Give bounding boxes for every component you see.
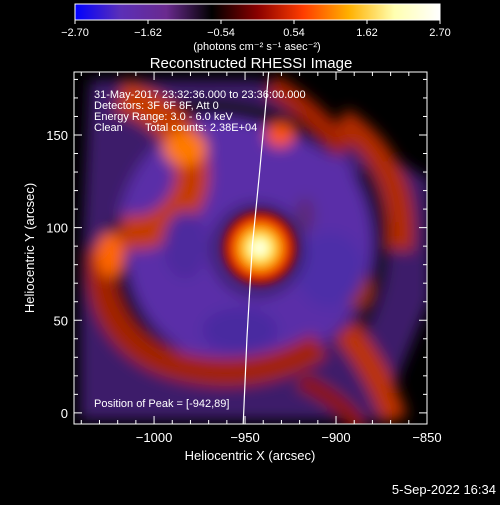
- annotation-total-counts: Total counts: 2.38E+04: [145, 122, 257, 134]
- annotation-detectors: Detectors: 3F 6F 8F, Att 0: [94, 100, 219, 112]
- colorbar-tick-label: −1.62: [134, 27, 162, 39]
- colorbar-tick-label: 1.62: [356, 27, 377, 39]
- footer-date: 5-Sep-2022 16:34: [392, 482, 496, 497]
- colorbar-gradient: [74, 3, 441, 21]
- x-tick-label: −850: [412, 430, 441, 445]
- colorbar-tick-label: 0.54: [283, 27, 304, 39]
- colorbar-tick-label: −2.70: [61, 27, 89, 39]
- y-axis-label: Heliocentric Y (arcsec): [22, 183, 37, 313]
- y-tick-label: 100: [46, 221, 68, 236]
- annotation-method: Clean: [94, 122, 123, 134]
- x-tick-label: −1000: [136, 430, 173, 445]
- colorbar-tick-label: 2.70: [429, 27, 450, 39]
- x-axis-label: Heliocentric X (arcsec): [185, 448, 316, 463]
- heatmap-image: [74, 72, 427, 424]
- annotation-peak-position: Position of Peak = [-942,89]: [94, 398, 229, 410]
- annotation-time-range: 31-May-2017 23:32:36.000 to 23:36:00.000: [94, 89, 306, 101]
- colorbar-units: (photons cm⁻² s⁻¹ asec⁻²): [193, 41, 320, 53]
- colorbar-tick-label: −0.54: [207, 27, 235, 39]
- annotation-block: 31-May-2017 23:32:36.000 to 23:36:00.000…: [94, 89, 306, 410]
- y-tick-label: 150: [46, 128, 68, 143]
- colorbar-ticks: −2.70 −1.62 −0.54 0.54 1.62 2.70: [61, 20, 451, 39]
- annotation-energy-range: Energy Range: 3.0 - 6.0 keV: [94, 111, 233, 123]
- solar-limb-curve: [242, 72, 270, 424]
- heatmap-peak-blob: [219, 208, 300, 288]
- colorbar: −2.70 −1.62 −0.54 0.54 1.62 2.70 (photons cm⁻…: [61, 3, 451, 53]
- x-tick-label: −900: [321, 430, 350, 445]
- y-tick-label: 50: [54, 313, 68, 328]
- chart-title: Reconstructed RHESSI Image: [150, 55, 353, 72]
- y-tick-label: 0: [61, 406, 68, 421]
- x-axis: −1000 −950 −900 −850: [80, 72, 442, 445]
- peak-source: [219, 208, 300, 288]
- plot-frame: [73, 71, 428, 425]
- x-tick-label: −950: [230, 430, 259, 445]
- y-axis: 0 50 100 150: [46, 78, 427, 421]
